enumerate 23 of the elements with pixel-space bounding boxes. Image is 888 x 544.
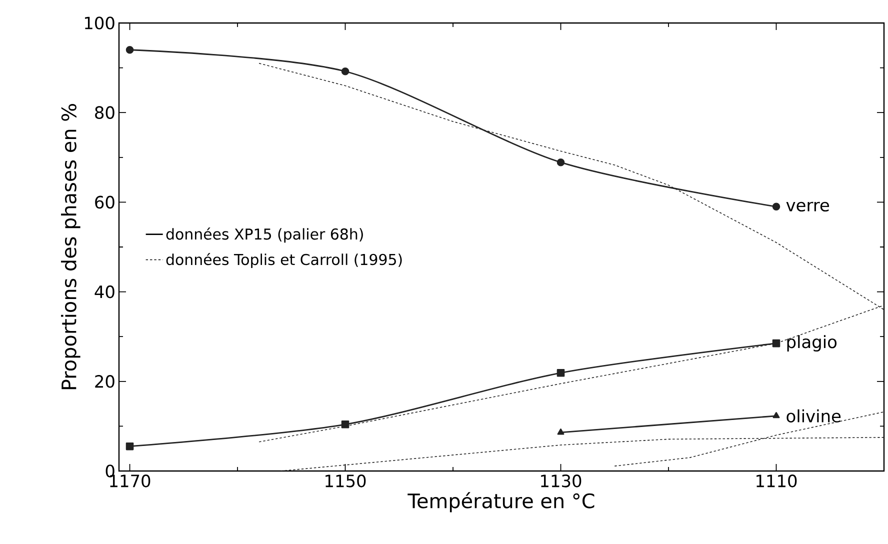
y-axis-title: Proportions des phases en % — [61, 104, 80, 390]
annotation: données Toplis et Carroll (1995) — [166, 252, 402, 268]
point — [341, 420, 350, 428]
x-tick-label: 1150 — [326, 474, 366, 488]
x-tick-label: 1130 — [541, 474, 582, 488]
point — [341, 67, 350, 76]
series-label: olivine — [786, 409, 841, 422]
x-axis-title: Température en °C — [408, 492, 594, 512]
point — [126, 442, 134, 450]
point — [126, 46, 134, 54]
series-label: plagio — [787, 335, 837, 352]
series-label: verre — [786, 202, 829, 212]
annotation: données XP15 (palier 68h) — [166, 228, 363, 243]
x-tick-label: 1110 — [756, 474, 797, 488]
y-tick-label: 40 — [94, 285, 114, 298]
point — [772, 202, 780, 211]
y-tick-label: 60 — [95, 196, 114, 209]
y-tick-label: 20 — [95, 374, 114, 388]
y-tick-label: 100 — [85, 16, 114, 30]
point — [556, 158, 565, 166]
point — [772, 339, 780, 348]
y-tick-label: 80 — [95, 106, 114, 119]
point — [556, 369, 565, 377]
